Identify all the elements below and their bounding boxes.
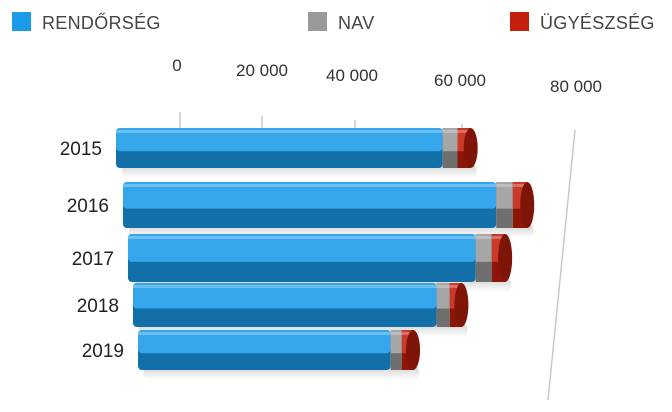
bar-highlight-2018-1: [436, 285, 450, 288]
bar-face-2019-0: [138, 330, 391, 354]
category-label-2019: 2019: [82, 341, 124, 362]
bar-face-2018-1: [436, 283, 450, 309]
category-label-2018: 2018: [77, 296, 119, 317]
bar-highlight-2017-2: [491, 236, 506, 239]
bar-end-cap-2019: [406, 330, 421, 370]
bar-group-2018: [133, 283, 469, 337]
category-label-2016: 2016: [67, 196, 109, 217]
x-tick-label-2: 40 000: [326, 66, 378, 85]
grid-line-4: [547, 129, 576, 401]
bar-group-2015: [116, 128, 478, 178]
legend-label-1: NAV: [338, 13, 375, 33]
legend-label-2: ÜGYÉSZSÉG: [540, 13, 655, 33]
category-label-2017: 2017: [72, 249, 114, 270]
bar-highlight-2017-1: [475, 236, 492, 239]
bar-face-2015-0: [116, 128, 443, 152]
bar-end-cap-2017: [498, 234, 513, 282]
x-tick-label-1: 20 000: [236, 61, 288, 80]
bar-highlight-2016-2: [512, 184, 528, 187]
x-tick-label-3: 60 000: [434, 71, 486, 90]
bar-face-2017-0: [128, 234, 476, 262]
bar-highlight-2019-1: [390, 332, 402, 335]
bar-highlight-2019-0: [138, 332, 391, 335]
x-tick-label-0: 0: [172, 56, 181, 75]
bar-end-cap-2018: [454, 283, 469, 327]
bar-highlight-2018-0: [133, 285, 437, 288]
bar-face-2016-1: [496, 182, 513, 209]
bar-highlight-2015-0: [116, 130, 443, 133]
legend-swatch-0: [12, 12, 31, 31]
bar-highlight-2016-0: [123, 184, 497, 187]
legend-label-0: RENDŐRSÉG: [42, 12, 161, 33]
bar-face-2018-0: [133, 283, 437, 309]
bar-highlight-2015-1: [442, 130, 458, 133]
bar-face-2015-1: [442, 128, 458, 152]
bar-group-2019: [138, 330, 421, 380]
bar-group-2016: [123, 182, 535, 238]
bar-highlight-2018-2: [449, 285, 462, 288]
bar-face-2017-1: [475, 234, 492, 262]
bar-face-2019-1: [390, 330, 402, 354]
legend-swatch-1: [308, 12, 327, 31]
bar-highlight-2016-1: [496, 184, 513, 187]
category-label-2015: 2015: [60, 139, 102, 160]
bar-highlight-2017-0: [128, 236, 476, 239]
bar-highlight-2019-2: [401, 332, 414, 335]
bar-highlight-2015-2: [457, 130, 471, 133]
x-tick-label-4: 80 000: [550, 77, 602, 96]
bar-end-cap-2016: [520, 182, 535, 228]
bar-face-2016-0: [123, 182, 497, 209]
bar-end-cap-2015: [463, 128, 478, 168]
legend-swatch-2: [510, 12, 529, 31]
